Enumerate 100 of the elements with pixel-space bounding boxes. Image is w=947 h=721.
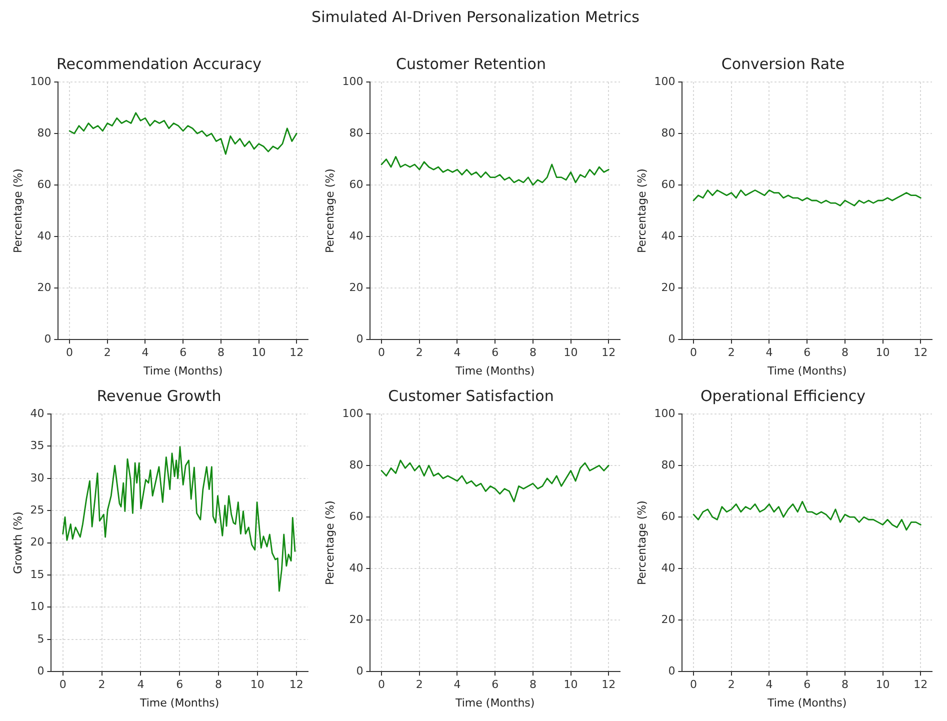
x-tick-label: 10 (250, 678, 264, 692)
chart-title: Customer Satisfaction (388, 386, 554, 405)
x-tick-label: 12 (602, 678, 616, 692)
x-tick-label: 0 (690, 346, 698, 360)
x-tick-label: 0 (66, 346, 74, 360)
x-tick-label: 10 (252, 346, 266, 360)
y-tick-label: 100 (342, 74, 364, 88)
x-tick-label: 0 (59, 678, 66, 692)
x-tick-label: 2 (728, 346, 735, 360)
x-axis-title: Time (Months) (454, 364, 535, 378)
x-axis-title: Time (Months) (454, 696, 535, 710)
x-tick-label: 10 (876, 678, 890, 692)
y-tick-label: 5 (37, 632, 44, 646)
x-tick-label: 6 (492, 678, 499, 692)
x-axis-title: Time (Months) (766, 364, 847, 378)
x-tick-label: 6 (804, 346, 811, 360)
y-tick-label: 100 (654, 406, 676, 420)
x-tick-label: 6 (176, 678, 184, 692)
y-axis-title: Percentage (%) (11, 168, 24, 254)
x-tick-label: 2 (416, 678, 423, 692)
y-tick-label: 0 (44, 332, 52, 346)
y-tick-label: 20 (349, 612, 364, 626)
x-tick-label: 4 (142, 346, 149, 360)
x-tick-label: 10 (564, 346, 578, 360)
x-tick-label: 12 (602, 346, 616, 360)
x-tick-label: 4 (454, 346, 461, 360)
y-tick-label: 100 (342, 406, 364, 420)
y-tick-label: 15 (30, 568, 44, 581)
x-tick-label: 8 (215, 678, 222, 692)
y-axis-title: Percentage (%) (635, 500, 648, 586)
x-tick-label: 12 (290, 346, 304, 360)
x-tick-label: 4 (766, 678, 773, 692)
y-tick-label: 100 (30, 74, 52, 88)
chart-title: Operational Efficiency (700, 386, 866, 405)
x-tick-label: 2 (728, 678, 735, 692)
x-axis-title: Time (Months) (766, 696, 847, 710)
y-tick-label: 0 (668, 332, 676, 346)
y-tick-label: 80 (661, 126, 676, 140)
x-tick-label: 2 (416, 346, 423, 360)
x-tick-label: 10 (564, 678, 578, 692)
y-axis-title: Percentage (%) (323, 500, 336, 586)
y-tick-label: 0 (356, 332, 364, 346)
x-tick-label: 4 (454, 678, 461, 692)
x-tick-label: 6 (492, 346, 499, 360)
y-tick-label: 60 (661, 510, 676, 523)
x-tick-label: 0 (378, 346, 386, 360)
x-tick-label: 0 (690, 678, 698, 692)
y-tick-label: 20 (661, 612, 676, 626)
text: Simulated AI-Driven Personalization Metrics (310, 8, 640, 28)
x-tick-label: 10 (876, 346, 890, 360)
y-tick-label: 60 (349, 178, 364, 191)
chart-title: Recommendation Accuracy (56, 54, 262, 73)
y-tick-label: 40 (349, 229, 364, 242)
y-tick-label: 60 (37, 178, 52, 191)
y-tick-label: 80 (37, 126, 52, 140)
x-tick-label: 8 (529, 678, 536, 692)
y-tick-label: 100 (654, 74, 676, 88)
y-tick-label: 40 (30, 406, 44, 420)
x-tick-label: 2 (98, 678, 106, 692)
x-tick-label: 12 (289, 678, 304, 692)
y-tick-label: 40 (349, 561, 364, 574)
y-tick-label: 20 (661, 280, 676, 294)
x-tick-label: 8 (841, 346, 848, 360)
y-tick-label: 10 (30, 600, 44, 614)
y-tick-label: 60 (349, 510, 364, 523)
y-tick-label: 40 (37, 229, 52, 242)
chart-title: Conversion Rate (721, 54, 845, 73)
y-tick-label: 0 (37, 664, 44, 678)
y-tick-label: 0 (668, 664, 676, 678)
y-tick-label: 20 (30, 536, 44, 549)
chart-title: Customer Retention (396, 54, 546, 73)
x-tick-label: 8 (529, 346, 536, 360)
y-tick-label: 60 (661, 178, 676, 191)
chart-title: Revenue Growth (96, 386, 222, 405)
y-tick-label: 80 (661, 458, 676, 472)
x-tick-label: 2 (104, 346, 111, 360)
x-tick-label: 6 (180, 346, 187, 360)
y-axis-title: Growth (%) (11, 512, 24, 574)
x-tick-label: 12 (914, 346, 928, 360)
y-tick-label: 0 (356, 664, 364, 678)
y-tick-label: 80 (349, 458, 364, 472)
y-tick-label: 40 (661, 229, 676, 242)
y-axis-title: Percentage (%) (323, 168, 336, 254)
x-tick-label: 8 (217, 346, 224, 360)
x-tick-label: 6 (804, 678, 811, 692)
y-tick-label: 40 (661, 561, 676, 574)
y-tick-label: 30 (30, 471, 44, 484)
y-tick-label: 20 (349, 280, 364, 294)
x-tick-label: 4 (137, 678, 144, 692)
x-tick-label: 0 (378, 678, 386, 692)
y-tick-label: 80 (349, 126, 364, 140)
y-tick-label: 35 (30, 439, 44, 452)
x-axis-title: Time (Months) (138, 696, 220, 710)
x-tick-label: 12 (914, 678, 928, 692)
y-axis-title: Percentage (%) (635, 168, 648, 254)
x-tick-label: 8 (841, 678, 848, 692)
x-tick-label: 4 (766, 346, 773, 360)
y-tick-label: 20 (37, 280, 52, 294)
y-tick-label: 25 (30, 503, 44, 516)
x-axis-title: Time (Months) (142, 364, 223, 378)
